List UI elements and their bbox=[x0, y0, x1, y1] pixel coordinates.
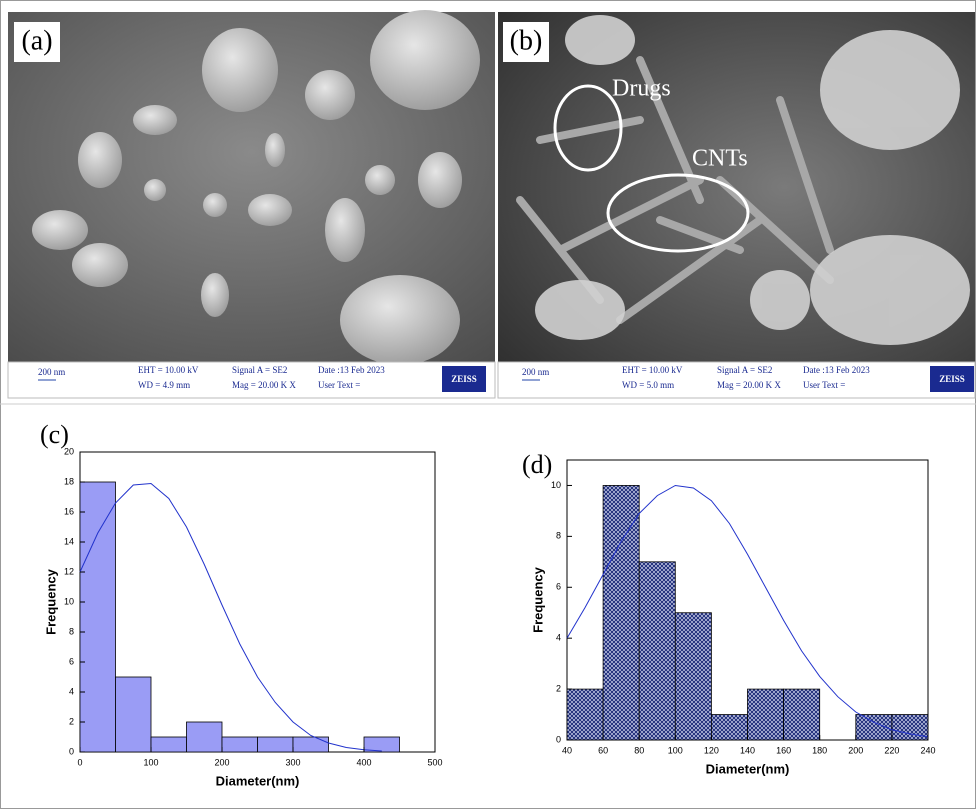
y-tick-label: 12 bbox=[64, 566, 74, 576]
x-tick-label: 500 bbox=[427, 757, 442, 767]
info-text: WD = 5.0 mm bbox=[622, 380, 674, 390]
panel-label: (c) bbox=[40, 420, 69, 449]
info-text: User Text = bbox=[803, 380, 845, 390]
panel-label: (d) bbox=[522, 450, 552, 479]
y-axis-label: Frequency bbox=[43, 568, 58, 635]
info-text: Mag = 20.00 K X bbox=[717, 380, 781, 390]
bar bbox=[151, 737, 187, 752]
bar bbox=[784, 689, 820, 740]
info-text: Mag = 20.00 K X bbox=[232, 380, 296, 390]
x-tick-label: 200 bbox=[848, 745, 863, 755]
y-tick-label: 2 bbox=[69, 716, 74, 726]
x-tick-label: 300 bbox=[285, 757, 300, 767]
y-tick-label: 18 bbox=[64, 476, 74, 486]
brand: ZEISS bbox=[939, 374, 965, 384]
x-tick-label: 100 bbox=[668, 745, 683, 755]
y-axis-label: Frequency bbox=[530, 566, 545, 633]
x-tick-label: 80 bbox=[634, 745, 644, 755]
y-tick-label: 4 bbox=[69, 686, 74, 696]
info-text: Date :13 Feb 2023 bbox=[318, 365, 385, 375]
x-tick-label: 40 bbox=[562, 745, 572, 755]
y-tick-label: 6 bbox=[556, 582, 561, 592]
y-tick-label: 2 bbox=[556, 683, 561, 693]
info-text: EHT = 10.00 kV bbox=[622, 365, 683, 375]
bar bbox=[639, 562, 675, 740]
x-axis-label: Diameter(nm) bbox=[216, 773, 300, 788]
panel-label: (a) bbox=[21, 25, 52, 56]
y-tick-label: 20 bbox=[64, 446, 74, 456]
info-text: Signal A = SE2 bbox=[232, 365, 287, 375]
x-tick-label: 0 bbox=[77, 757, 82, 767]
info-text: Signal A = SE2 bbox=[717, 365, 772, 375]
bar bbox=[567, 689, 603, 740]
info-text: Date :13 Feb 2023 bbox=[803, 365, 870, 375]
panel-label: (b) bbox=[510, 25, 543, 56]
y-tick-label: 4 bbox=[556, 633, 561, 643]
bar bbox=[748, 689, 784, 740]
y-tick-label: 14 bbox=[64, 536, 74, 546]
x-tick-label: 100 bbox=[143, 757, 158, 767]
x-tick-label: 200 bbox=[214, 757, 229, 767]
sem-image-b bbox=[498, 12, 975, 398]
bar bbox=[258, 737, 294, 752]
bar bbox=[603, 485, 639, 740]
x-tick-label: 400 bbox=[356, 757, 371, 767]
y-tick-label: 0 bbox=[69, 746, 74, 756]
x-tick-label: 240 bbox=[920, 745, 935, 755]
brand: ZEISS bbox=[451, 374, 477, 384]
y-tick-label: 8 bbox=[69, 626, 74, 636]
x-tick-label: 120 bbox=[704, 745, 719, 755]
info-text: EHT = 10.00 kV bbox=[138, 365, 199, 375]
scale-label: 200 nm bbox=[522, 367, 549, 377]
bar bbox=[116, 677, 152, 752]
y-tick-label: 0 bbox=[556, 734, 561, 744]
info-text: User Text = bbox=[318, 380, 360, 390]
y-tick-label: 10 bbox=[64, 596, 74, 606]
bar bbox=[675, 613, 711, 740]
x-tick-label: 60 bbox=[598, 745, 608, 755]
annotation: Drugs bbox=[612, 76, 671, 102]
bar bbox=[711, 715, 747, 740]
y-tick-label: 10 bbox=[551, 480, 561, 490]
scale-label: 200 nm bbox=[38, 367, 65, 377]
x-axis-label: Diameter(nm) bbox=[706, 761, 790, 776]
bar bbox=[80, 482, 116, 752]
y-tick-label: 16 bbox=[64, 506, 74, 516]
x-tick-label: 220 bbox=[884, 745, 899, 755]
bar bbox=[187, 722, 223, 752]
sem-image-a bbox=[8, 10, 495, 398]
y-tick-label: 6 bbox=[69, 656, 74, 666]
x-tick-label: 180 bbox=[812, 745, 827, 755]
figure: (a) (b) Drugs CNTs 200 nm EHT = 10.00 kV… bbox=[0, 0, 976, 809]
figure-canvas: (a) (b) Drugs CNTs 200 nm EHT = 10.00 kV… bbox=[0, 0, 976, 809]
y-tick-label: 8 bbox=[556, 531, 561, 541]
bar bbox=[293, 737, 329, 752]
annotation: CNTs bbox=[692, 146, 748, 172]
info-text: WD = 4.9 mm bbox=[138, 380, 190, 390]
x-tick-label: 160 bbox=[776, 745, 791, 755]
bar bbox=[222, 737, 258, 752]
x-tick-label: 140 bbox=[740, 745, 755, 755]
